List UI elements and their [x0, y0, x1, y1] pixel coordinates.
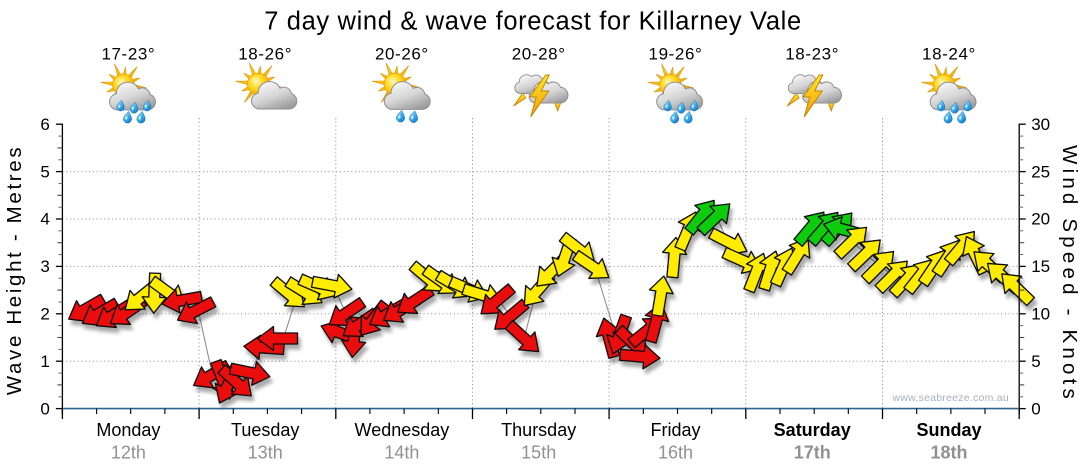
svg-text:Sunday: Sunday [916, 420, 981, 440]
svg-text:13th: 13th [248, 443, 283, 463]
svg-text:16th: 16th [658, 443, 693, 463]
svg-text:Saturday: Saturday [774, 420, 851, 440]
svg-text:Tuesday: Tuesday [231, 420, 299, 440]
svg-text:Friday: Friday [650, 420, 700, 440]
svg-text:12th: 12th [111, 443, 146, 463]
svg-text:18-24°: 18-24° [922, 45, 976, 64]
svg-text:Wave Height - Metres: Wave Height - Metres [3, 145, 26, 395]
svg-text:10: 10 [1031, 305, 1050, 324]
svg-text:18-23°: 18-23° [785, 45, 839, 64]
svg-text:www.seabreeze.com.au: www.seabreeze.com.au [892, 392, 1009, 404]
svg-text:Wednesday: Wednesday [355, 420, 450, 440]
svg-text:0: 0 [40, 399, 49, 418]
svg-text:20: 20 [1031, 210, 1050, 229]
svg-text:25: 25 [1031, 162, 1050, 181]
svg-text:1: 1 [40, 352, 49, 371]
svg-text:6: 6 [40, 115, 49, 134]
svg-text:3: 3 [40, 257, 49, 276]
svg-text:18-26°: 18-26° [238, 45, 292, 64]
svg-text:20-28°: 20-28° [512, 45, 566, 64]
svg-text:5: 5 [1031, 352, 1040, 371]
svg-text:17th: 17th [794, 443, 831, 463]
svg-text:20-26°: 20-26° [375, 45, 429, 64]
svg-text:15th: 15th [521, 443, 556, 463]
svg-text:15: 15 [1031, 257, 1050, 276]
svg-text:14th: 14th [384, 443, 419, 463]
svg-text:17-23°: 17-23° [101, 45, 155, 64]
svg-text:18th: 18th [930, 443, 967, 463]
svg-text:Monday: Monday [96, 420, 160, 440]
svg-text:Thursday: Thursday [501, 420, 576, 440]
svg-text:2: 2 [40, 305, 49, 324]
svg-text:Wind Speed - Knots: Wind Speed - Knots [1058, 145, 1080, 403]
svg-text:5: 5 [40, 162, 49, 181]
svg-text:0: 0 [1031, 399, 1040, 418]
svg-text:30: 30 [1031, 115, 1050, 134]
svg-text:7 day wind & wave forecast for: 7 day wind & wave forecast for Killarney… [264, 8, 802, 36]
svg-text:4: 4 [40, 210, 49, 229]
svg-text:19-26°: 19-26° [649, 45, 703, 64]
